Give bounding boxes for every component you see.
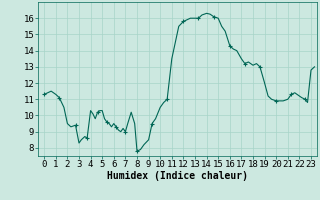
- X-axis label: Humidex (Indice chaleur): Humidex (Indice chaleur): [107, 171, 248, 181]
